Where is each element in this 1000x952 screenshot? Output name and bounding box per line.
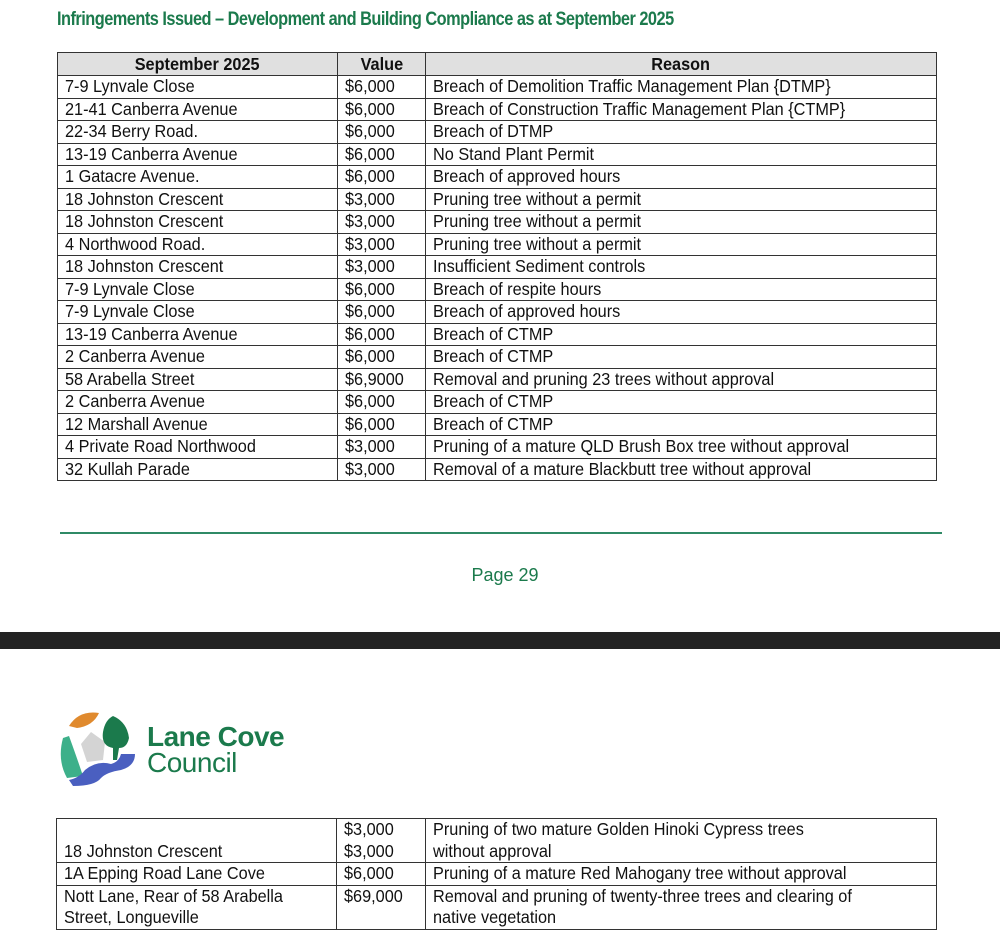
reason-cell: Removal of a mature Blackbutt tree witho… <box>425 457 937 481</box>
value-cell: $6,000 <box>337 412 427 436</box>
infringements-table-continued: 18 Johnston Crescent $3,000 $3,000 Pruning … <box>55 818 938 930</box>
reason-cell: Pruning tree without a permit <box>425 232 937 256</box>
address-cell: 18 Johnston Crescent <box>56 255 339 279</box>
address-cell: 4 Northwood Road. <box>56 232 339 256</box>
value-cell: $6,9000 <box>337 367 427 391</box>
table-row: 7-9 Lynvale Close $6,000 Breach of respite… <box>56 277 937 301</box>
address-cell: 1A Epping Road Lane Cove <box>55 862 338 886</box>
value-cell: $6,000 <box>337 165 427 189</box>
reason-cell: Breach of approved hours <box>425 165 937 189</box>
table-row: 4 Private Road Northwood $3,000 Pruning of… <box>56 435 937 459</box>
value-cell: $6,000 <box>336 862 426 886</box>
address-cell: 1 Gatacre Avenue. <box>56 165 339 189</box>
value-cell: $6,000 <box>337 345 427 369</box>
table-row: 4 Northwood Road. $3,000 Pruning tree with… <box>56 232 937 256</box>
address-cell: 12 Marshall Avenue <box>56 412 339 436</box>
address-cell: 13-19 Canberra Avenue <box>56 322 339 346</box>
address-cell: 18 Johnston Crescent <box>56 187 339 211</box>
table-row: 7-9 Lynvale Close $6,000 Breach of approve… <box>56 300 937 324</box>
value-cell: $3,000 $3,000 <box>336 818 426 863</box>
column-header-value: Value <box>337 52 427 76</box>
value-cell: $6,000 <box>337 322 427 346</box>
table-row: 32 Kullah Parade $3,000 Removal of a matur… <box>56 457 937 481</box>
table-row: 22-34 Berry Road. $6,000 Breach of DTMP <box>56 120 937 144</box>
lane-cove-council-logo: Lane Cove Council <box>55 710 295 790</box>
table-row: 18 Johnston Crescent $3,000 Pruning tree w… <box>56 187 937 211</box>
value-cell: $3,000 <box>337 435 427 459</box>
reason-cell: Breach of approved hours <box>425 300 937 324</box>
page-separator <box>0 632 1000 649</box>
reason-cell: Pruning of a mature QLD Brush Box tree w… <box>425 435 937 459</box>
table-row: 1A Epping Road Lane Cove $6,000 Pruning of… <box>55 862 938 886</box>
table-row: 58 Arabella Street $6,9000 Removal and pru… <box>56 367 937 391</box>
value-cell: $6,000 <box>337 75 427 99</box>
reason-cell: Breach of Construction Traffic Managemen… <box>425 97 937 121</box>
reason-cell: Breach of DTMP <box>425 120 937 144</box>
table-row: 1 Gatacre Avenue. $6,000 Breach of approve… <box>56 165 937 189</box>
value-cell: $3,000 <box>337 255 427 279</box>
address-cell: 22-34 Berry Road. <box>56 120 339 144</box>
reason-cell: Breach of CTMP <box>425 412 937 436</box>
infringements-table: September 2025 Value Reason 7-9 Lynvale … <box>56 52 937 481</box>
address-cell: 18 Johnston Crescent <box>55 818 338 863</box>
page-number: Page 29 <box>471 565 539 585</box>
reason-cell: Pruning of two mature Golden Hinoki Cypr… <box>424 818 938 863</box>
reason-cell: Pruning of a mature Red Mahogany tree wi… <box>424 862 938 886</box>
value-cell: $3,000 <box>337 187 427 211</box>
page-title: Infringements Issued – Development and B… <box>57 9 674 30</box>
value-cell: $6,000 <box>337 97 427 121</box>
table-row: Nott Lane, Rear of 58 Arabella Street, Lo… <box>55 884 938 930</box>
reason-cell: Breach of respite hours <box>425 277 937 301</box>
value-cell: $6,000 <box>337 390 427 414</box>
address-cell: 7-9 Lynvale Close <box>56 300 339 324</box>
table-row: 18 Johnston Crescent $3,000 $3,000 Pruning … <box>55 818 938 863</box>
value-cell: $6,000 <box>337 142 427 166</box>
address-cell: 2 Canberra Avenue <box>56 390 339 414</box>
table-row: 12 Marshall Avenue $6,000 Breach of CTMP <box>56 412 937 436</box>
reason-cell: Breach of CTMP <box>425 322 937 346</box>
address-cell: 2 Canberra Avenue <box>56 345 339 369</box>
reason-cell: Breach of CTMP <box>425 390 937 414</box>
value-cell: $3,000 <box>337 457 427 481</box>
logo-text-line1: Lane Cove <box>147 721 285 752</box>
reason-cell: Breach of Demolition Traffic Management … <box>425 75 937 99</box>
table-row: 18 Johnston Crescent $3,000 Insufficient S… <box>56 255 937 279</box>
reason-cell: Pruning tree without a permit <box>425 187 937 211</box>
value-cell: $3,000 <box>337 210 427 234</box>
reason-cell: No Stand Plant Permit <box>425 142 937 166</box>
address-cell: 58 Arabella Street <box>56 367 339 391</box>
table-row: 2 Canberra Avenue $6,000 Breach of CTMP <box>56 345 937 369</box>
reason-cell: Removal and pruning of twenty-three tree… <box>424 884 938 930</box>
address-cell: 7-9 Lynvale Close <box>56 75 339 99</box>
address-cell: 32 Kullah Parade <box>56 457 339 481</box>
reason-cell: Pruning tree without a permit <box>425 210 937 234</box>
address-cell: 7-9 Lynvale Close <box>56 277 339 301</box>
table-row: 13-19 Canberra Avenue $6,000 No Stand Plan… <box>56 142 937 166</box>
value-cell: $6,000 <box>337 300 427 324</box>
table-header-row: September 2025 Value Reason <box>56 52 937 76</box>
address-cell: 18 Johnston Crescent <box>56 210 339 234</box>
council-emblem-icon <box>60 712 135 786</box>
value-cell: $69,000 <box>336 884 426 930</box>
reason-cell: Breach of CTMP <box>425 345 937 369</box>
footer-divider <box>60 532 942 534</box>
value-cell: $6,000 <box>337 277 427 301</box>
table-row: 18 Johnston Crescent $3,000 Pruning tree w… <box>56 210 937 234</box>
column-header-address: September 2025 <box>56 52 339 76</box>
address-cell: 21-41 Canberra Avenue <box>56 97 339 121</box>
table-row: 21-41 Canberra Avenue $6,000 Breach of Con… <box>56 97 937 121</box>
reason-cell: Removal and pruning 23 trees without app… <box>425 367 937 391</box>
address-cell: 13-19 Canberra Avenue <box>56 142 339 166</box>
value-cell: $6,000 <box>337 120 427 144</box>
value-cell: $3,000 <box>337 232 427 256</box>
reason-cell: Insufficient Sediment controls <box>425 255 937 279</box>
column-header-reason: Reason <box>425 52 937 76</box>
table-row: 13-19 Canberra Avenue $6,000 Breach of CTM… <box>56 322 937 346</box>
table-row: 7-9 Lynvale Close $6,000 Breach of Demolit… <box>56 75 937 99</box>
address-cell: 4 Private Road Northwood <box>56 435 339 459</box>
table-row: 2 Canberra Avenue $6,000 Breach of CTMP <box>56 390 937 414</box>
logo-text-line2: Council <box>147 747 237 778</box>
address-cell: Nott Lane, Rear of 58 Arabella Street, Lo… <box>55 884 338 930</box>
